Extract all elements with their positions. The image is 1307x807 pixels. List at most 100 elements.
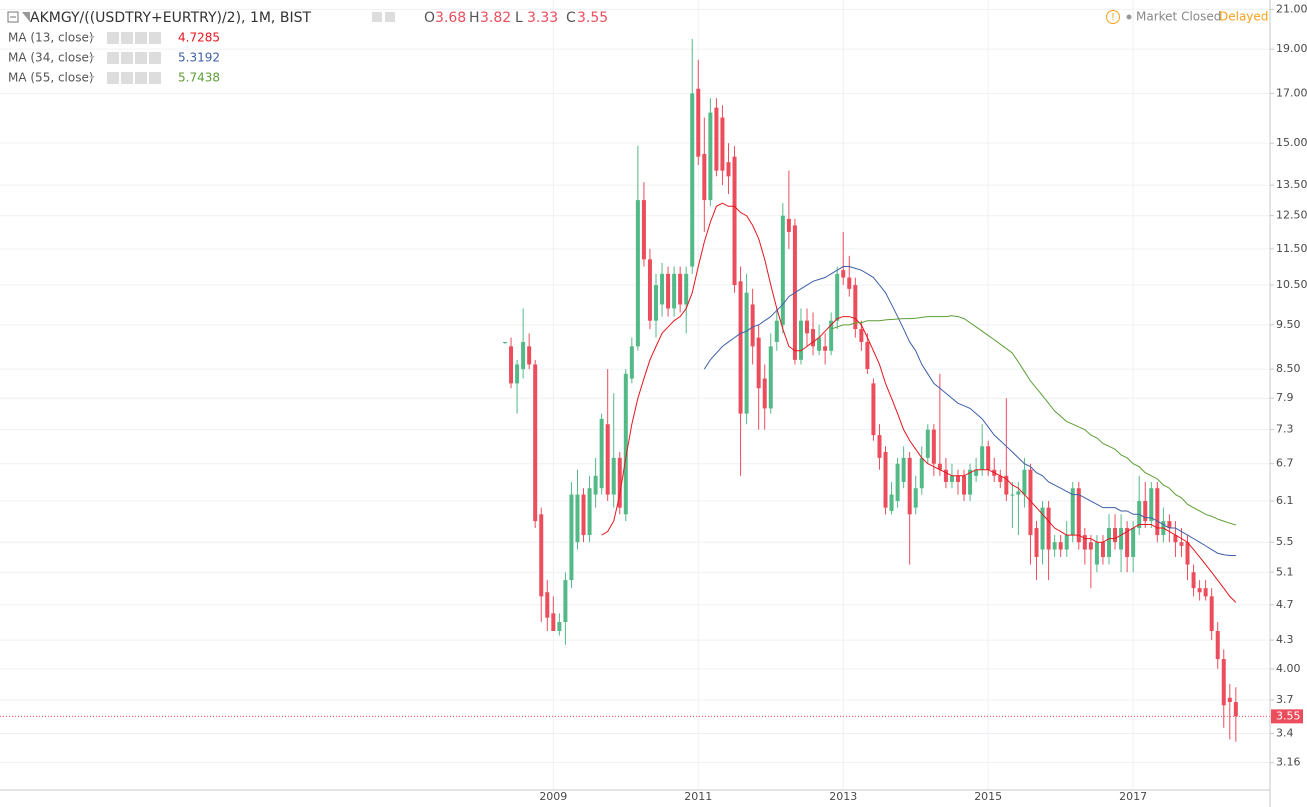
candle-body	[919, 457, 924, 489]
candle-body	[768, 346, 773, 409]
candle-body	[509, 346, 514, 384]
y-tick-label: 5.1	[1276, 565, 1294, 578]
candle-body	[744, 292, 749, 414]
dropdown-arrow	[89, 56, 95, 59]
ohlc-key: O	[424, 10, 435, 26]
ma-icon[interactable]	[121, 72, 133, 84]
candle-body	[907, 457, 912, 515]
ma-icon[interactable]	[135, 52, 147, 64]
settings-icon[interactable]	[385, 12, 395, 22]
candle-body	[533, 364, 538, 522]
candle-body	[684, 273, 689, 305]
legend: AKMGY/((USDTRY+EURTRY)/2), 1M, BIST O 3.6…	[7, 10, 1268, 85]
candle-body	[521, 341, 526, 370]
collapse-icon[interactable]	[7, 11, 19, 23]
ma-icon[interactable]	[149, 52, 161, 64]
candle-body	[1197, 588, 1202, 593]
candle-body	[1155, 488, 1160, 536]
candle-body	[895, 463, 900, 502]
y-tick-label: 4.3	[1276, 633, 1294, 646]
symbol-icon	[22, 12, 30, 22]
candle-body	[738, 281, 743, 414]
y-tick-label: 21.00	[1276, 2, 1307, 15]
x-tick-label: 2013	[829, 790, 857, 803]
ohlc-value: 3.33	[527, 10, 558, 26]
candle-body	[1040, 507, 1045, 550]
warning-icon[interactable]	[1106, 10, 1120, 24]
y-tick-label: 6.7	[1276, 457, 1294, 470]
candle-body	[708, 112, 713, 201]
delay-status: Delayed	[1219, 10, 1268, 24]
ma-name: MA (13, close)	[8, 31, 94, 45]
candle-body	[1227, 697, 1232, 703]
candle-body	[865, 341, 870, 370]
axes: 21.00 19.00 17.00 15.00 13.50 12.50 11.50 10.50…	[539, 2, 1307, 803]
candle-body	[1052, 542, 1057, 550]
settings-icon[interactable]	[372, 12, 382, 22]
candle-body	[980, 446, 985, 470]
ma-line	[830, 315, 1236, 526]
candle-body	[1143, 501, 1148, 522]
ma-icon[interactable]	[121, 32, 133, 44]
x-tick-label: 2015	[974, 790, 1002, 803]
ohlc-key: L	[515, 10, 523, 26]
candle-body	[1088, 542, 1093, 550]
candle-body	[1191, 572, 1196, 589]
candle-body	[956, 475, 960, 482]
candle-body	[720, 117, 725, 171]
dropdown-arrow	[89, 36, 95, 39]
y-tick-label: 19.00	[1276, 42, 1307, 55]
market-status: Market Closed	[1136, 10, 1221, 24]
last-price-label: 3.55	[1276, 709, 1301, 722]
ma-name: MA (55, close)	[8, 71, 94, 85]
ohlc-key: H	[469, 10, 480, 26]
candle-body	[635, 200, 640, 347]
ma-icon[interactable]	[135, 72, 147, 84]
ohlc-value: 3.82	[480, 10, 511, 26]
y-tick-label: 17.00	[1276, 86, 1307, 99]
ma-icon[interactable]	[149, 32, 161, 44]
y-tick-label: 4.7	[1276, 598, 1294, 611]
candle-body	[611, 457, 616, 495]
candle-body	[581, 494, 586, 536]
y-tick-label: 12.50	[1276, 209, 1307, 222]
y-tick-label: 5.5	[1276, 535, 1294, 548]
candle-body	[690, 93, 695, 267]
ma-icon[interactable]	[135, 32, 147, 44]
candle-body	[1107, 528, 1111, 557]
ma-icon[interactable]	[107, 72, 119, 84]
ma-icon[interactable]	[121, 52, 133, 64]
y-tick-label: 8.50	[1276, 362, 1301, 375]
candle-body	[1046, 507, 1051, 550]
candle-body	[1094, 542, 1099, 565]
ma-icon[interactable]	[149, 72, 161, 84]
candle-body	[515, 364, 520, 384]
candle-body	[539, 514, 544, 597]
candle-body	[563, 580, 568, 623]
candle-body	[617, 457, 622, 508]
candle-body	[623, 373, 628, 515]
candle-body	[811, 329, 816, 347]
candle-body	[732, 156, 737, 286]
last-price-tag	[1271, 709, 1303, 724]
candle-body	[986, 446, 991, 470]
candle-body	[889, 494, 894, 511]
y-tick-label: 7.3	[1276, 423, 1294, 436]
candle-body	[841, 270, 846, 278]
dropdown-arrow	[89, 76, 95, 79]
x-tick-label: 2017	[1119, 790, 1147, 803]
candle-body	[557, 622, 562, 631]
candle-body	[817, 337, 822, 351]
candle-body	[593, 475, 598, 495]
symbol-title: AKMGY/((USDTRY+EURTRY)/2), 1M, BIST	[30, 10, 311, 26]
ma-icon[interactable]	[107, 52, 119, 64]
candle-body	[575, 494, 580, 543]
candle-body	[569, 494, 574, 581]
ma-icon[interactable]	[107, 32, 119, 44]
candle-body	[1113, 528, 1118, 543]
y-tick-label: 3.16	[1276, 756, 1301, 769]
ma-value: 4.7285	[178, 31, 220, 45]
candle-body	[641, 200, 646, 260]
candle-body	[1100, 542, 1105, 557]
